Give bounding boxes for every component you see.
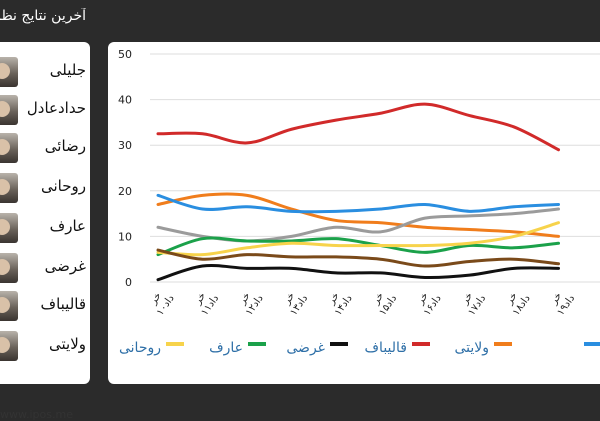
- y-tick-label: 30: [118, 139, 132, 152]
- legend-swatch: [584, 342, 600, 346]
- x-tick-label: خر۱۴داد: [323, 286, 355, 318]
- x-tick-label: خر۱۷داد: [457, 286, 489, 318]
- list-item[interactable]: ولایتی: [0, 328, 90, 364]
- velayati-avatar: [0, 331, 18, 361]
- x-tick-label: خر۱۵داد: [368, 286, 400, 318]
- page-title: آخرین نتایج نظرسنجی: [0, 8, 86, 24]
- y-tick-label: 10: [118, 230, 132, 243]
- candidate-name: روحانی: [40, 177, 86, 195]
- series-line: [156, 102, 560, 152]
- legend-swatch: [166, 342, 184, 346]
- x-tick-label: خر۱۸داد: [501, 286, 533, 318]
- candidate-name: رضائی: [44, 137, 86, 155]
- list-item[interactable]: رضائی: [0, 130, 90, 166]
- candidate-name: جلیلی: [49, 61, 86, 79]
- list-item[interactable]: روحانی: [0, 170, 90, 206]
- legend-swatch: [412, 342, 430, 346]
- haddad-adel-avatar: [0, 95, 18, 125]
- list-item[interactable]: عارف: [0, 210, 90, 246]
- legend-swatch: [248, 342, 266, 346]
- candidate-name: عارف: [49, 217, 86, 235]
- candidate-name: غرضی: [44, 257, 86, 275]
- rezaei-avatar: [0, 133, 18, 163]
- x-tick-label: خر۱۳داد: [279, 286, 311, 318]
- x-tick-label: خر۱۹داد: [546, 286, 578, 318]
- legend-label: ولایتی: [454, 340, 489, 356]
- series-line: [156, 192, 560, 238]
- poll-line-chart: 0 10 20 30 40 50 خر۱۰داد خر۱۱داد خر۱۲داد خر۱۳داد خ…: [118, 48, 600, 356]
- rouhani-avatar: [0, 173, 18, 203]
- series-line: [156, 264, 560, 282]
- x-tick-label: خر۱۶داد: [412, 286, 444, 318]
- series-line: [156, 236, 560, 257]
- source-credit: www.ipos.me: [0, 408, 73, 421]
- y-tick-label: 40: [118, 94, 132, 107]
- candidate-name: ولایتی: [48, 335, 86, 353]
- aref-avatar: [0, 213, 18, 243]
- legend-label: قالیباف: [365, 340, 407, 356]
- x-tick-label: خر۱۲داد: [234, 286, 266, 318]
- poll-chart-card: 0 10 20 30 40 50 خر۱۰داد خر۱۱داد خر۱۲داد خر۱۳داد خ…: [108, 42, 600, 384]
- candidate-list: جلیلی حدادعادل رضائی روحانی عارف غرضی قا…: [0, 42, 90, 421]
- y-tick-label: 50: [118, 48, 132, 61]
- legend-label: عارف: [209, 340, 243, 356]
- series-line: [156, 248, 560, 268]
- jalili-avatar: [0, 57, 18, 87]
- legend-swatch: [494, 342, 512, 346]
- legend-swatch: [330, 342, 348, 346]
- x-tick-label: خر۱۱داد: [190, 286, 222, 318]
- candidate-name: قالیباف: [40, 295, 86, 313]
- list-item[interactable]: قالیباف: [0, 288, 90, 324]
- series-line: [156, 221, 560, 257]
- y-tick-label: 20: [118, 185, 132, 198]
- list-item[interactable]: جلیلی: [0, 54, 90, 90]
- list-item[interactable]: حدادعادل: [0, 92, 90, 128]
- x-tick-label: خر۱۰داد: [145, 286, 177, 318]
- legend-label: روحانی: [119, 340, 161, 356]
- candidate-name: حدادعادل: [26, 99, 86, 117]
- legend-label: غرضی: [286, 340, 325, 356]
- gharazi-avatar: [0, 253, 18, 283]
- series-line: [156, 193, 560, 214]
- ghalibaf-avatar: [0, 291, 18, 321]
- list-item[interactable]: غرضی: [0, 250, 90, 286]
- y-tick-label: 0: [125, 276, 132, 289]
